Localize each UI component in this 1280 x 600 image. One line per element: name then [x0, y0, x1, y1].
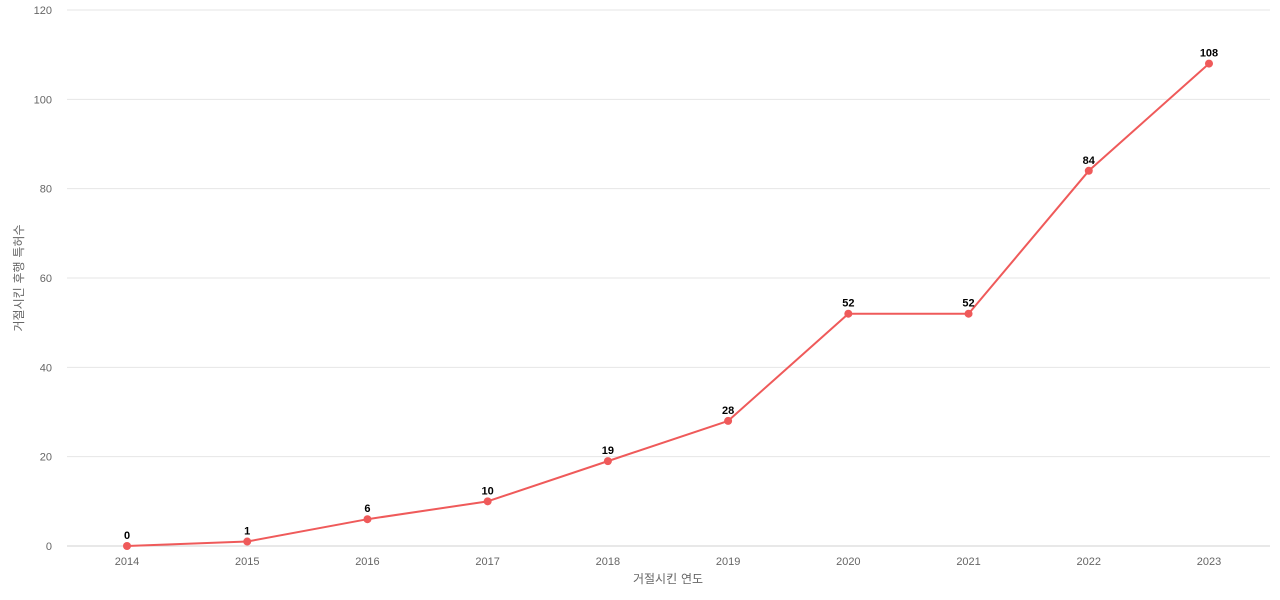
data-point[interactable] — [243, 537, 252, 546]
data-point[interactable] — [363, 515, 372, 524]
y-tick-label: 100 — [34, 94, 52, 106]
x-tick-label: 2020 — [836, 556, 860, 568]
data-point[interactable] — [1205, 59, 1213, 68]
data-label: 10 — [482, 485, 494, 497]
data-label: 1 — [244, 526, 250, 538]
data-point[interactable] — [483, 497, 492, 506]
y-tick-label: 60 — [40, 273, 52, 285]
x-axis-title: 거절시킨 연도 — [633, 572, 703, 586]
y-axis-ticks: 0 20 40 60 80 100 120 — [34, 5, 52, 553]
y-tick-label: 120 — [34, 5, 52, 17]
x-tick-label: 2018 — [596, 556, 620, 568]
x-tick-label: 2015 — [235, 556, 259, 568]
grid-lines — [67, 9, 1270, 547]
x-tick-label: 2022 — [1077, 556, 1101, 568]
x-axis-ticks: 2014 2015 2016 2017 2018 2019 2020 2021 2022 2023 — [115, 556, 1221, 568]
data-label: 28 — [722, 405, 734, 417]
data-label: 52 — [962, 298, 974, 310]
data-point[interactable] — [844, 309, 853, 318]
data-label: 19 — [602, 445, 614, 457]
x-tick-label: 2014 — [115, 556, 139, 568]
data-label: 52 — [842, 298, 854, 310]
data-point[interactable] — [724, 416, 733, 425]
data-label: 84 — [1083, 155, 1096, 167]
x-tick-label: 2016 — [355, 556, 379, 568]
data-point[interactable] — [603, 457, 612, 466]
y-tick-label: 80 — [40, 184, 52, 196]
data-point[interactable] — [123, 542, 131, 550]
y-tick-label: 20 — [40, 452, 52, 464]
x-tick-label: 2023 — [1197, 556, 1221, 568]
data-labels: 0 1 6 10 19 28 52 52 84 108 — [124, 48, 1218, 542]
data-label: 6 — [364, 503, 370, 515]
data-label: 0 — [124, 530, 130, 542]
x-tick-label: 2017 — [475, 556, 499, 568]
y-axis-title: 거절시킨 후행 특허수 — [11, 225, 26, 332]
x-tick-label: 2019 — [716, 556, 740, 568]
data-point[interactable] — [1084, 166, 1093, 175]
series-group — [123, 59, 1213, 550]
series-line — [126, 62, 1210, 547]
data-point[interactable] — [964, 309, 973, 318]
y-tick-label: 40 — [40, 362, 52, 374]
y-tick-label: 0 — [46, 541, 52, 553]
x-tick-label: 2021 — [956, 556, 980, 568]
data-label: 108 — [1200, 48, 1218, 60]
